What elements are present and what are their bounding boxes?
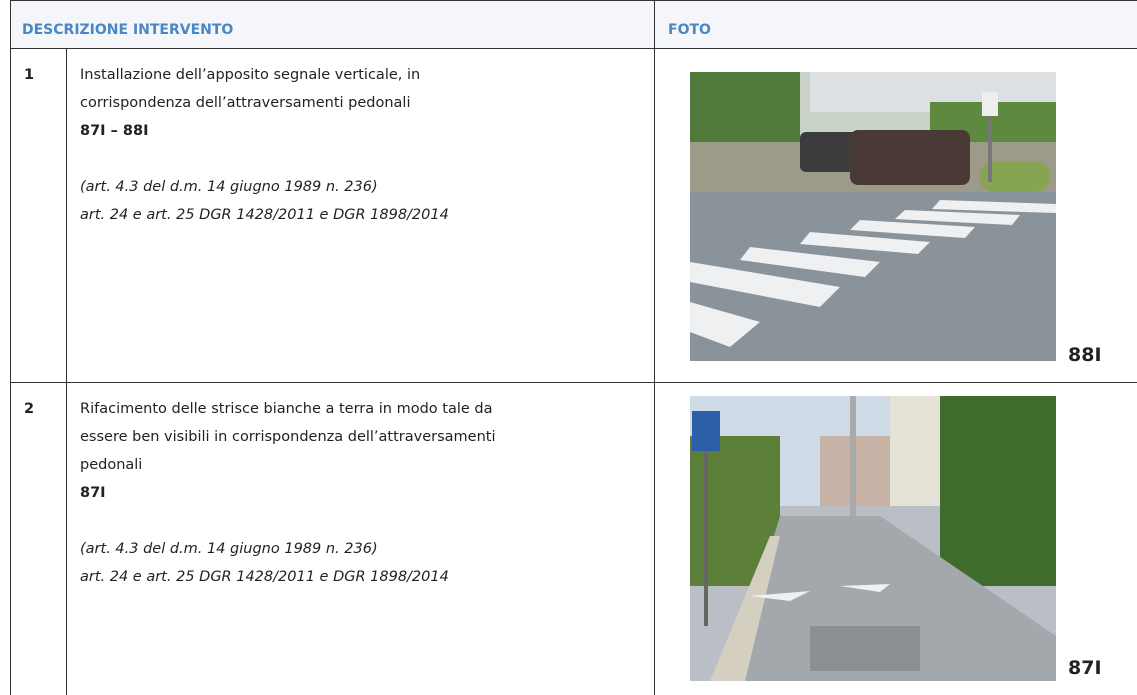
reference-line: (art. 4.3 del d.m. 14 giugno 1989 n. 236… [80,541,378,557]
border [10,48,1137,49]
border [654,0,655,695]
row-number: 1 [24,67,35,83]
photo-street [690,396,1056,681]
border [10,382,1137,383]
header-band [10,0,1137,48]
description-line: corrispondenza dell’attraversamenti pedo… [80,95,411,111]
photo-crosswalk [690,72,1056,361]
photo-label: 88I [1068,344,1102,366]
header-description: DESCRIZIONE INTERVENTO [22,22,234,38]
description-line: Rifacimento delle strisce bianche a terr… [80,401,493,417]
intervention-code: 87I – 88I [80,123,149,139]
description-line: pedonali [80,457,143,473]
photo-label: 87I [1068,657,1102,679]
border [10,0,1137,1]
border [10,0,11,695]
header-photo: FOTO [668,22,711,38]
intervention-code: 87I [80,485,106,501]
description-line: essere ben visibili in corrispondenza de… [80,429,496,445]
row-number: 2 [24,401,35,417]
border [66,48,67,695]
reference-line: art. 24 e art. 25 DGR 1428/2011 e DGR 18… [80,207,449,223]
description-line: Installazione dell’apposito segnale vert… [80,67,421,83]
reference-line: (art. 4.3 del d.m. 14 giugno 1989 n. 236… [80,179,378,195]
reference-line: art. 24 e art. 25 DGR 1428/2011 e DGR 18… [80,569,449,585]
